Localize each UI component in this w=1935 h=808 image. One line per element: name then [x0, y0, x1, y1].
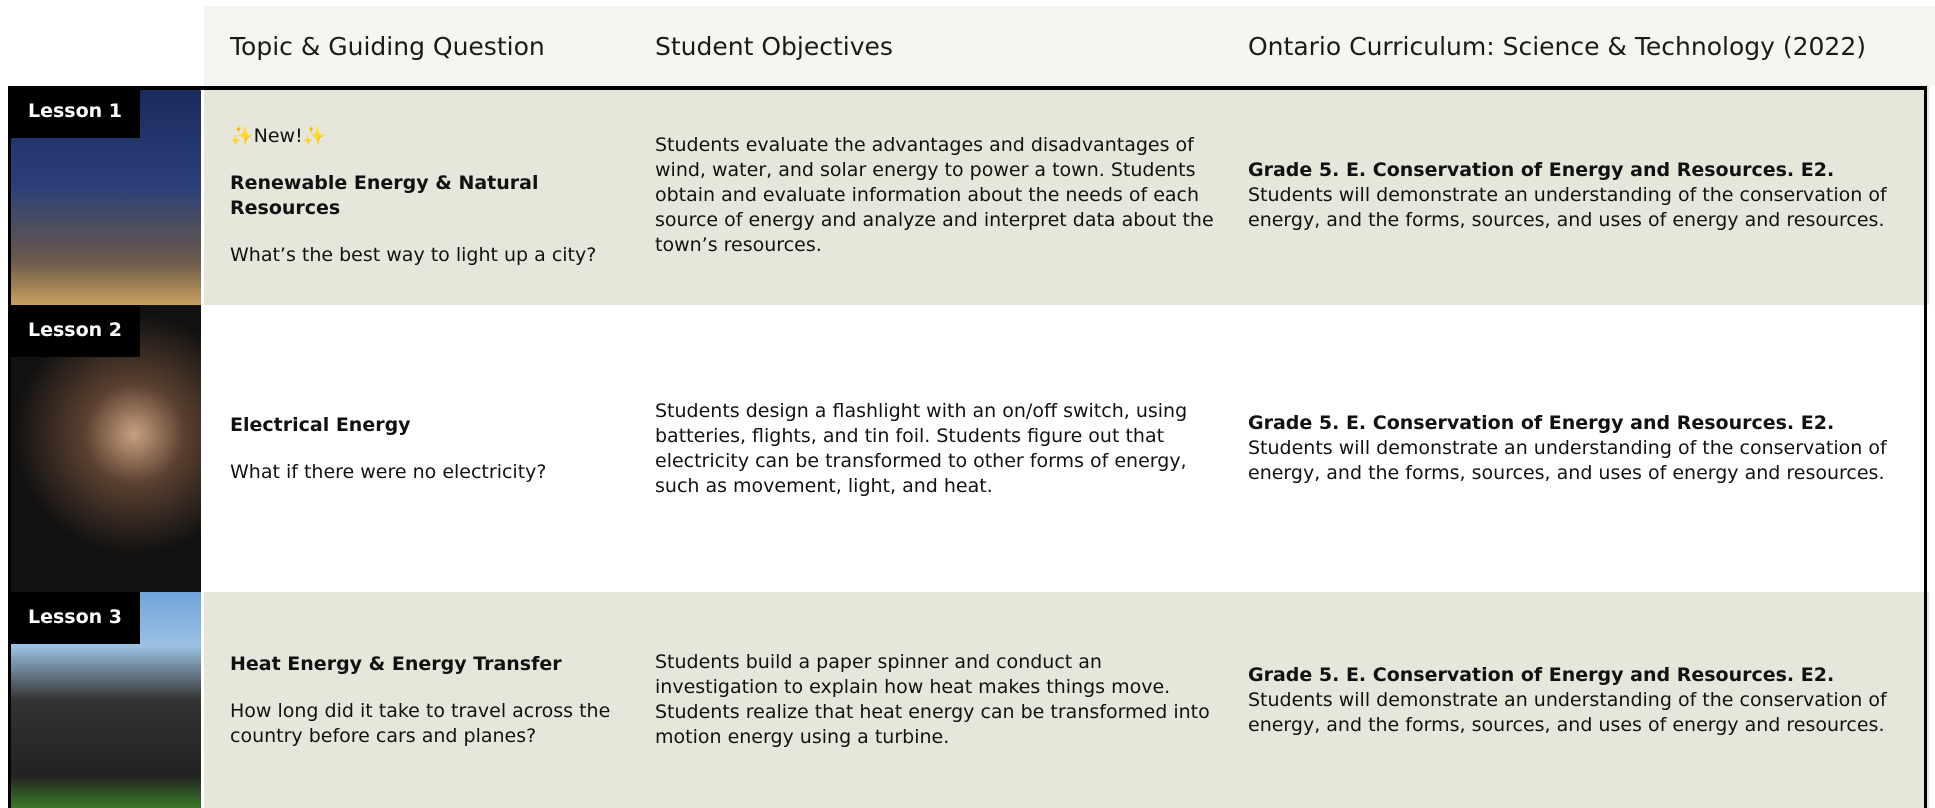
table-row: ✨New!✨ Renewable Energy & Natural Resourc… — [204, 86, 1929, 305]
topic-title: Heat Energy & Energy Transfer — [230, 652, 562, 675]
curriculum-text: Students will demonstrate an understandi… — [1248, 437, 1887, 484]
table-row: Heat Energy & Energy Transfer How long di… — [204, 592, 1929, 808]
curriculum-text: Students will demonstrate an understandi… — [1248, 184, 1887, 231]
guiding-question: What if there were no electricity? — [230, 460, 547, 483]
curriculum-title: Grade 5. E. Conservation of Energy and R… — [1248, 412, 1835, 434]
lesson-image: Lesson 3 — [10, 592, 201, 808]
curriculum-cell: Grade 5. E. Conservation of Energy and R… — [1248, 305, 1928, 592]
objectives-cell: Students design a flashlight with an on/… — [655, 305, 1225, 592]
new-badge: ✨New!✨ — [230, 124, 327, 147]
curriculum-cell: Grade 5. E. Conservation of Energy and R… — [1248, 592, 1928, 808]
topic-title: Electrical Energy — [230, 413, 411, 436]
curriculum-text: Students will demonstrate an understandi… — [1248, 688, 1887, 736]
lesson-image: Lesson 1 — [10, 86, 201, 305]
table-header: Topic & Guiding Question Student Objecti… — [204, 6, 1935, 86]
lesson-label: Lesson 3 — [10, 592, 141, 644]
lesson-image: Lesson 2 — [10, 305, 201, 592]
guiding-question: How long did it take to travel across th… — [230, 699, 611, 747]
topic-title: Renewable Energy & Natural Resources — [230, 171, 539, 219]
curriculum-title: Grade 5. E. Conservation of Energy and R… — [1248, 663, 1835, 686]
curriculum-title: Grade 5. E. Conservation of Energy and R… — [1248, 159, 1835, 181]
objectives-text: Students design a flashlight with an on/… — [655, 399, 1188, 497]
curriculum-cell: Grade 5. E. Conservation of Energy and R… — [1248, 86, 1928, 305]
objectives-text: Students evaluate the advantages and dis… — [655, 134, 1214, 256]
table-row: Electrical Energy What if there were no e… — [204, 305, 1929, 592]
objectives-cell: Students build a paper spinner and condu… — [655, 592, 1225, 808]
topic-cell: Heat Energy & Energy Transfer How long di… — [230, 592, 630, 808]
column-header: Student Objectives — [655, 31, 893, 61]
topic-cell: ✨New!✨ Renewable Energy & Natural Resourc… — [230, 86, 630, 305]
lesson-label: Lesson 2 — [10, 305, 141, 357]
objectives-cell: Students evaluate the advantages and dis… — [655, 86, 1225, 305]
guiding-question: What’s the best way to light up a city? — [230, 243, 597, 266]
column-header: Topic & Guiding Question — [230, 31, 545, 61]
topic-cell: Electrical Energy What if there were no e… — [230, 305, 630, 592]
objectives-text: Students build a paper spinner and condu… — [655, 651, 1210, 748]
lesson-label: Lesson 1 — [10, 86, 141, 138]
column-header: Ontario Curriculum: Science & Technology… — [1248, 31, 1866, 61]
